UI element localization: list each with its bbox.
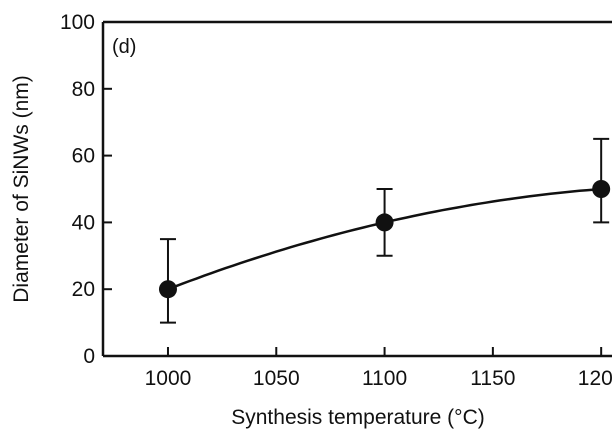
y-tick-label: 40: [72, 211, 95, 234]
axis-tick-labels: 0 20 40 60 80 100 1000 1050 1100 1150 1200: [60, 11, 612, 390]
x-axis-title: Synthesis temperature (°C): [231, 406, 485, 429]
y-tick-label: 100: [60, 11, 95, 34]
panel-label: (d): [112, 36, 136, 58]
x-tick-label: 1000: [145, 367, 192, 390]
x-tick-label: 1150: [470, 367, 515, 390]
data-point: [375, 213, 394, 232]
y-tick-label: 20: [72, 278, 95, 301]
y-tick-label: 60: [72, 145, 95, 168]
y-tick-label: 80: [72, 78, 95, 101]
x-tick-label: 1200: [578, 367, 612, 390]
data-point: [158, 280, 177, 299]
y-tick-label: 0: [83, 345, 95, 368]
x-tick-label: 1100: [362, 367, 407, 390]
data-point: [592, 180, 611, 198]
series-layer: [158, 137, 611, 324]
y-axis-title: Diameter of SiNWs (nm): [10, 75, 33, 303]
plot-frame: [101, 20, 612, 358]
axis-ticks: [103, 21, 603, 357]
x-tick-label: 1050: [253, 367, 300, 390]
